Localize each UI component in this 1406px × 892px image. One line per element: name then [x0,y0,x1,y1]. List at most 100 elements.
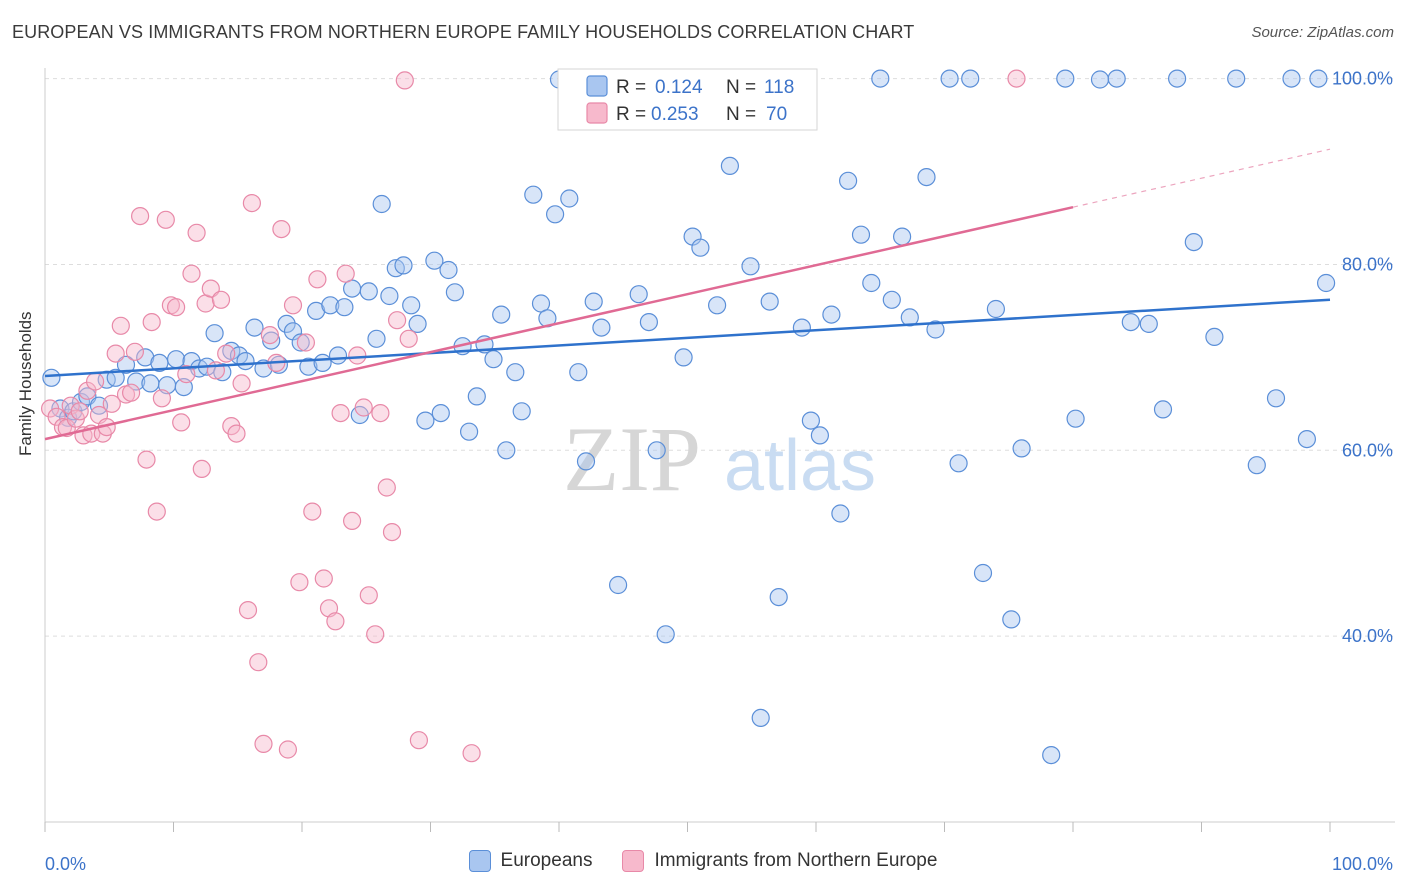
point-europeans [394,256,413,275]
y-tick-label: 80.0% [1342,254,1393,274]
point-immigrants [125,342,144,361]
point-europeans [380,286,399,306]
legend-item-europeans[interactable]: Europeans [468,850,593,872]
point-immigrants [249,653,268,672]
point-immigrants [102,394,121,413]
point-europeans [127,372,146,391]
point-europeans [524,185,543,204]
point-europeans [608,575,628,595]
point-immigrants [167,298,186,317]
legend-swatch-immigrants [622,850,645,872]
point-europeans [408,314,427,333]
point-immigrants [359,586,378,605]
x-tick-label-max: 100.0% [1332,854,1393,874]
point-europeans [372,194,391,214]
point-immigrants [314,569,333,588]
point-europeans [973,563,993,583]
point-europeans [862,273,881,293]
point-europeans [321,296,340,315]
point-immigrants [272,220,291,239]
point-europeans [460,422,479,441]
point-europeans [961,69,980,88]
point-immigrants [382,522,402,542]
trend-line-europeans [44,298,1331,378]
stats-r-value-immigrants: 0.253 [651,104,699,125]
point-immigrants [326,612,345,631]
point-europeans [1247,456,1266,475]
point-europeans [1205,327,1224,346]
point-europeans [1090,70,1110,89]
point-europeans [741,257,760,276]
point-europeans [1167,69,1187,88]
point-immigrants [377,478,396,497]
bottom-legend: Europeans Immigrants from Northern Europ… [0,850,1406,872]
point-europeans [629,285,648,304]
point-europeans [569,363,588,382]
point-europeans [1309,69,1328,88]
point-immigrants [395,71,414,90]
point-immigrants [278,740,297,759]
point-europeans [213,363,232,382]
point-immigrants [182,264,201,283]
point-europeans [707,296,727,315]
point-europeans [592,318,611,337]
watermark-atlas: atlas [724,426,876,506]
chart-title: EUROPEAN VS IMMIGRANTS FROM NORTHERN EUR… [12,22,915,42]
point-europeans [1227,69,1246,88]
point-europeans [1012,439,1031,458]
point-immigrants [111,316,130,335]
point-immigrants [462,744,481,763]
legend-item-immigrants[interactable]: Immigrants from Northern Europe [622,850,937,872]
point-europeans [639,313,659,332]
point-immigrants [399,329,418,348]
trend-line-immigrants [44,205,1074,441]
stats-n-label-immigrants: N = [726,104,756,125]
point-europeans [512,402,531,421]
point-europeans [1297,430,1317,449]
point-europeans [560,189,579,208]
trend-lines [44,148,1331,441]
stats-legend: R = 0.124 N = 118 R = 0.253 N = 70 [557,68,818,131]
point-immigrants [217,344,236,363]
chart-source: Source: ZipAtlas.com [1251,24,1394,41]
point-europeans [492,305,511,324]
point-europeans [940,69,959,88]
point-immigrants [70,402,89,421]
point-europeans [792,318,812,337]
point-immigrants [147,502,166,521]
point-europeans [141,374,160,393]
point-europeans [656,625,675,644]
point-europeans [1107,69,1126,88]
point-europeans [439,260,458,280]
point-europeans [269,355,288,374]
point-immigrants [211,290,231,309]
point-europeans [1002,610,1021,629]
trend-line-immigrants-extension [1072,148,1331,208]
point-europeans [882,290,901,309]
point-immigrants [47,407,66,426]
point-immigrants [242,194,261,213]
point-europeans [1139,314,1158,333]
point-europeans [416,411,435,430]
point-europeans [838,171,858,190]
point-europeans [506,363,525,382]
legend-label-europeans: Europeans [500,850,593,871]
point-immigrants [227,424,246,443]
x-tick-label-min: 0.0% [45,854,86,874]
legend-swatch-europeans [468,850,491,872]
point-immigrants [331,404,350,423]
tick-labels: 40.0% 60.0% 80.0% 100.0% 0.0% 100.0% [45,69,1393,874]
point-immigrants [131,207,150,226]
point-europeans [205,324,224,343]
point-immigrants [296,333,315,352]
point-immigrants [254,734,273,754]
point-immigrants [409,731,428,750]
point-europeans [367,329,386,348]
point-europeans [445,283,464,302]
point-immigrants [177,365,196,384]
point-immigrants [260,326,279,345]
point-europeans [949,454,968,473]
point-immigrants [308,270,327,289]
point-europeans [236,352,255,371]
